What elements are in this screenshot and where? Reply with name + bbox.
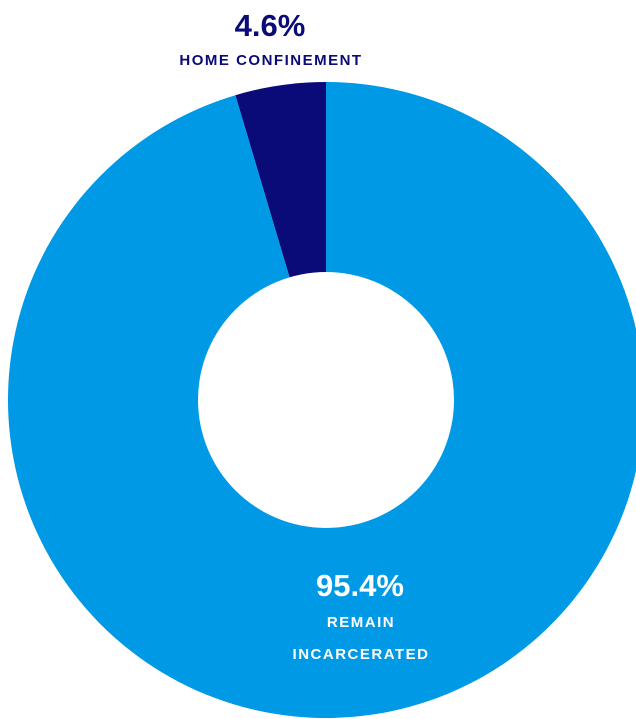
- slice-1-percent-label: 4.6%: [235, 8, 306, 43]
- slice-1-category-label: HOME CONFINEMENT: [179, 52, 362, 69]
- slice-2-category-label-line-2: INCARCERATED: [293, 646, 430, 663]
- slice-2-percent-label: 95.4%: [316, 568, 404, 603]
- slice-2-category-label-line-1: REMAIN: [327, 614, 395, 631]
- donut-hole: [198, 272, 454, 528]
